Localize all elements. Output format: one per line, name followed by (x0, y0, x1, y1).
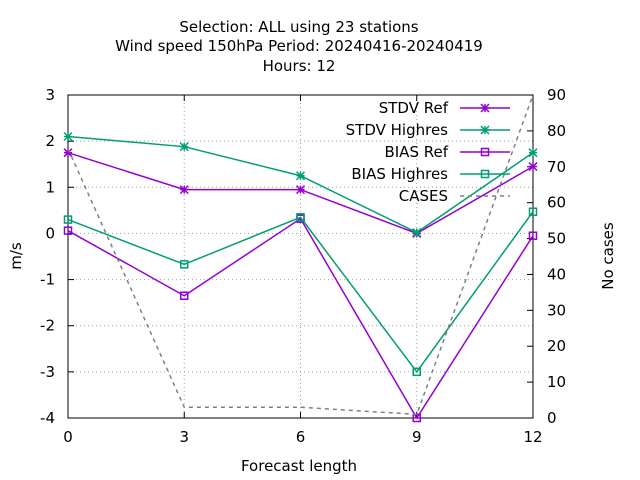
y2-tick-label: 20 (547, 337, 566, 355)
data-point (179, 142, 189, 152)
chart-title-line-3: Hours: 12 (263, 57, 336, 75)
data-point (63, 215, 73, 224)
y2-tick-label: 90 (547, 86, 566, 104)
legend-marker (480, 125, 490, 135)
data-point (296, 213, 305, 222)
data-point (412, 227, 422, 238)
y-tick-label: -3 (40, 363, 55, 381)
x-tick-label: 9 (412, 428, 422, 446)
y2-tick-label: 70 (547, 158, 566, 176)
y-tick-label: 2 (45, 132, 55, 150)
y-tick-label: 3 (45, 86, 55, 104)
legend-marker (480, 169, 490, 179)
legend-label: CASES (399, 187, 448, 205)
data-point (180, 291, 189, 300)
x-tick-label: 6 (296, 428, 306, 446)
x-tick-label: 12 (523, 428, 542, 446)
legend: STDV Ref STDV Highres BIAS Ref BIAS Highres… (346, 99, 510, 205)
y-tick-label: -1 (40, 271, 55, 289)
data-point (295, 171, 306, 181)
y2-tick-label: 50 (547, 230, 566, 248)
titles: Selection: ALL using 23 stations Wind sp… (7, 18, 617, 475)
legend-label: STDV Ref (379, 99, 449, 117)
y-tick-label: -2 (40, 317, 55, 335)
legend-label: BIAS Ref (384, 143, 448, 161)
y2-axis-label: No cases (599, 222, 617, 290)
data-point (63, 226, 73, 235)
chart-title-line-1: Selection: ALL using 23 stations (179, 18, 418, 36)
y2-tick-label: 40 (547, 265, 566, 283)
x-tick-label: 3 (179, 428, 189, 446)
data-point (412, 413, 421, 423)
data-point (63, 131, 73, 142)
data-point (295, 185, 306, 195)
data-point (412, 367, 421, 377)
data-point (528, 207, 538, 216)
legend-marker (480, 103, 490, 113)
axes (67, 94, 534, 419)
y2-tick-label: 60 (547, 194, 566, 212)
y-tick-label: 1 (45, 178, 55, 196)
x-axis-label: Forecast length (241, 457, 357, 475)
legend-label: STDV Highres (346, 121, 449, 139)
data-point (180, 260, 189, 269)
y2-tick-label: 10 (547, 373, 566, 391)
series-line-3 (67, 211, 534, 374)
data-point (179, 185, 189, 195)
data-point (528, 161, 538, 172)
y2-tick-label: 30 (547, 301, 566, 319)
y-axis-label: m/s (7, 242, 25, 270)
grid (68, 95, 533, 418)
y-tick-label: 0 (45, 224, 55, 242)
data-point (528, 148, 538, 158)
y2-tick-label: 0 (547, 409, 557, 427)
chart-title-line-2: Wind speed 150hPa Period: 20240416-20240… (115, 37, 483, 55)
legend-marker (480, 147, 490, 157)
legend-label: BIAS Highres (351, 165, 448, 183)
y-tick-label: -4 (40, 409, 55, 427)
data-point (528, 231, 538, 240)
series-layer (63, 94, 538, 423)
y2-tick-label: 80 (547, 122, 566, 140)
x-tick-label: 0 (63, 428, 73, 446)
series-line-2 (67, 217, 534, 420)
